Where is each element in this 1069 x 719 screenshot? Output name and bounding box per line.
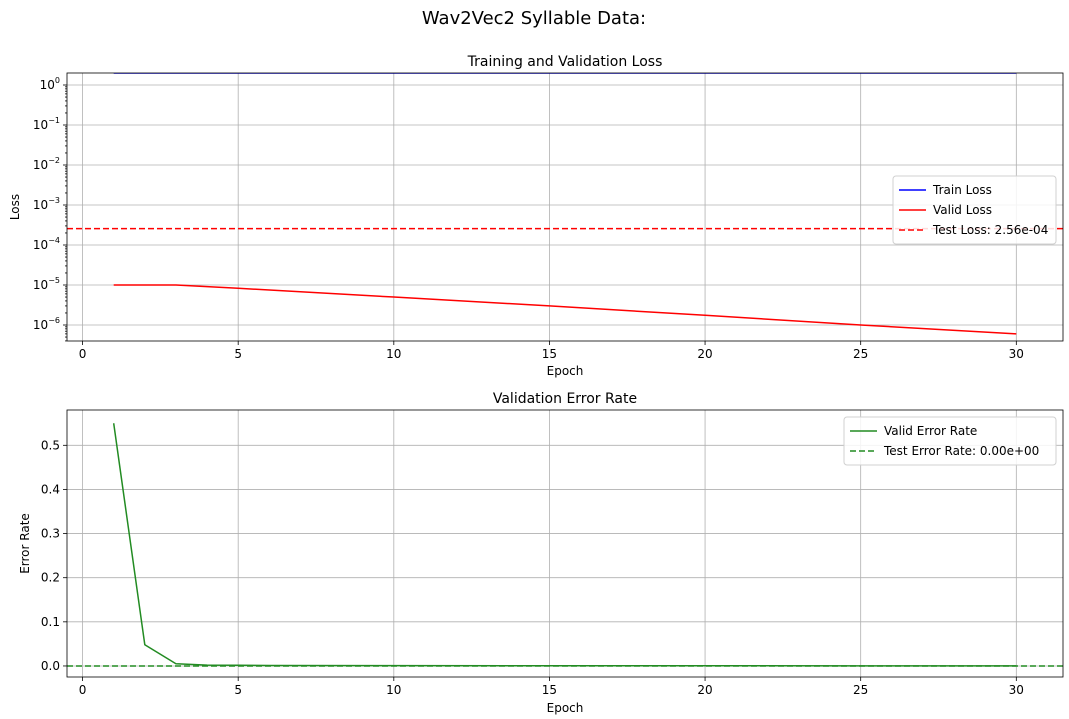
x-tick-label: 25 [853, 347, 868, 361]
legend-box [892, 175, 1057, 245]
legend: Train Loss Valid Loss Test Loss: 2.56e-04 [892, 175, 1057, 245]
y-tick-label: 10−6 [33, 316, 60, 332]
y-tick-label: 0.2 [41, 571, 60, 585]
legend: Valid Error Rate Test Error Rate: 0.00e+0… [843, 416, 1057, 466]
y-axis-label: Loss [8, 194, 22, 220]
y-tick-label: 0.4 [41, 482, 60, 496]
axes-frame [66, 409, 1064, 678]
y-tick-label: 10−5 [33, 276, 60, 292]
legend-label: Valid Error Rate [884, 424, 977, 438]
y-tick-label: 0.1 [41, 615, 60, 629]
x-tick-label: 15 [542, 683, 557, 697]
chart-title: Validation Error Rate [493, 391, 637, 407]
legend-label: Train Loss [932, 183, 992, 197]
x-tick-label: 0 [79, 683, 87, 697]
series-line-0 [112, 423, 1017, 667]
x-tick-label: 10 [386, 683, 401, 697]
x-tick-label: 10 [386, 347, 401, 361]
loss-panel: 0 5 10 15 20 25 30 10−6 10−5 10−4 10−3 10−2 10−1 100 T… [8, 54, 1064, 378]
chart-title: Training and Validation Loss [467, 54, 663, 70]
x-tick-label: 30 [1009, 347, 1024, 361]
x-tick-label: 5 [234, 347, 242, 361]
x-axis-label: Epoch [547, 364, 584, 378]
y-tick-label: 10−4 [33, 236, 60, 252]
legend-label: Test Error Rate: 0.00e+00 [883, 444, 1039, 458]
y-tick-label: 10−3 [33, 196, 60, 212]
y-axis-label: Error Rate [18, 513, 32, 574]
y-tick-label: 10−2 [33, 156, 60, 172]
x-tick-label: 20 [697, 683, 712, 697]
y-tick-label: 0.5 [41, 438, 60, 452]
figure-title: Wav2Vec2 Syllable Data: [422, 8, 646, 29]
y-tick-label: 100 [40, 76, 60, 92]
legend-label: Test Loss: 2.56e-04 [932, 223, 1048, 237]
x-tick-label: 0 [79, 347, 87, 361]
error-rate-panel: 0 5 10 15 20 25 30 0.0 0.1 0.2 0.3 0.4 0.5 Validation… [18, 391, 1064, 715]
y-tick-label: 0.0 [41, 659, 60, 673]
y-tick-label: 10−1 [33, 116, 60, 132]
x-tick-label: 15 [542, 347, 557, 361]
x-tick-label: 25 [853, 683, 868, 697]
legend-label: Valid Loss [933, 203, 992, 217]
x-axis-label: Epoch [547, 701, 584, 715]
series-line-1 [113, 284, 1017, 335]
x-tick-label: 30 [1009, 683, 1024, 697]
plot-area [67, 423, 1063, 667]
x-tick-label: 20 [697, 347, 712, 361]
legend-box [843, 416, 1057, 466]
x-tick-label: 5 [234, 683, 242, 697]
y-tick-label: 0.3 [41, 527, 60, 541]
